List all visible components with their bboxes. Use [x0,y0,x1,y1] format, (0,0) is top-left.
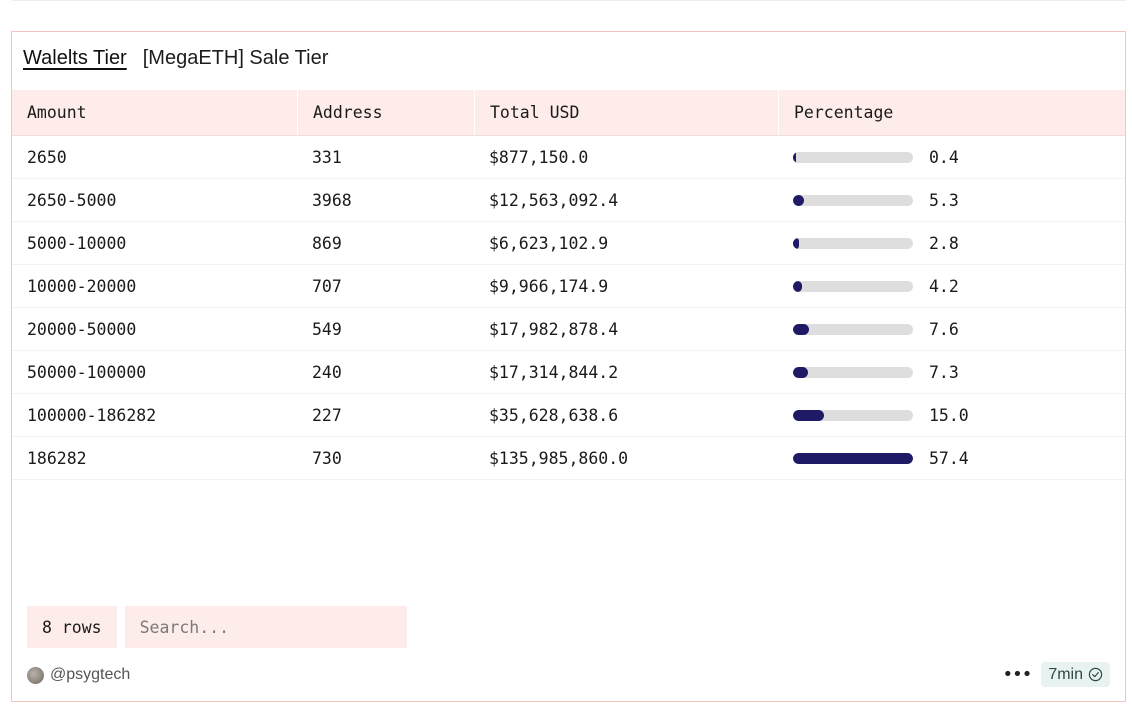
cell-total-usd: $17,314,844.2 [489,362,619,382]
column-header-percentage[interactable]: Percentage [778,90,1125,135]
percentage-value: 5.3 [929,190,959,210]
cell-amount: 2650 [27,147,67,167]
percentage-value: 4.2 [929,276,959,296]
tier-panel: Walelts Tier [MegaETH] Sale Tier Amount … [11,31,1126,702]
cell-total-usd: $35,628,638.6 [489,405,619,425]
percentage-bar [793,452,913,464]
cell-address: 869 [312,233,342,253]
row-count-badge: 8 rows [27,606,117,648]
cell-amount: 100000-186282 [27,405,157,425]
cell-total-usd: $17,982,878.4 [489,319,619,339]
percentage-bar [793,280,913,292]
cell-address: 707 [312,276,342,296]
cell-amount: 2650-5000 [27,190,117,210]
cell-amount: 20000-50000 [27,319,137,339]
cell-address: 227 [312,405,342,425]
percentage-bar-fill [793,452,913,464]
percentage-value: 2.8 [929,233,959,253]
cell-address: 730 [312,448,342,468]
search-input[interactable] [124,606,407,648]
table-row: 2650-5000 3968 $12,563,092.4 5.3 [12,179,1125,222]
cell-address: 331 [312,147,342,167]
cell-total-usd: $135,985,860.0 [489,448,629,468]
column-header-total-usd[interactable]: Total USD [474,90,778,135]
panel-header: Walelts Tier [MegaETH] Sale Tier [23,44,328,72]
percentage-bar-fill [793,194,805,206]
cell-percentage: 5.3 [778,191,1125,210]
percentage-value: 57.4 [929,448,969,468]
percentage-bar-fill [793,323,809,335]
column-header-amount[interactable]: Amount [27,103,87,122]
tier-table: Amount Address Total USD Percentage 2650… [12,90,1125,480]
check-circle-icon [1088,667,1103,682]
percentage-bar-fill [793,151,796,163]
cell-percentage: 7.6 [778,320,1125,339]
percentage-value: 7.6 [929,319,959,339]
percentage-bar-fill [793,280,802,292]
percentage-bar [793,323,913,335]
author-info[interactable]: @psygtech [27,666,130,684]
more-horizontal-icon[interactable]: ••• [1002,663,1032,685]
cell-percentage: 4.2 [778,277,1125,296]
column-header-address[interactable]: Address [297,90,474,135]
percentage-bar-fill [793,237,799,249]
table-body: 2650 331 $877,150.0 0.4 2650-5000 3968 $12,563… [12,136,1125,480]
cell-amount: 186282 [27,448,87,468]
percentage-bar [793,237,913,249]
time-label: 7min [1048,665,1083,683]
panel-meta: ••• 7min [1002,662,1110,687]
percentage-value: 7.3 [929,362,959,382]
percentage-bar [793,194,913,206]
cell-address: 549 [312,319,342,339]
cell-total-usd: $6,623,102.9 [489,233,609,253]
cell-total-usd: $12,563,092.4 [489,190,619,210]
cell-amount: 5000-10000 [27,233,127,253]
cell-percentage: 2.8 [778,234,1125,253]
author-name[interactable]: @psygtech [50,666,131,683]
cell-percentage: 7.3 [778,363,1125,382]
panel-subtitle: [MegaETH] Sale Tier [142,46,329,69]
percentage-value: 15.0 [929,405,969,425]
refresh-time-badge[interactable]: 7min [1041,662,1110,687]
percentage-value: 0.4 [929,147,959,167]
table-row: 10000-20000 707 $9,966,174.9 4.2 [12,265,1125,308]
cell-total-usd: $877,150.0 [489,147,589,167]
tab-walelts-tier[interactable]: Walelts Tier [23,46,127,69]
table-row: 100000-186282 227 $35,628,638.6 15.0 [12,394,1125,437]
percentage-bar-fill [793,366,809,378]
table-row: 50000-100000 240 $17,314,844.2 7.3 [12,351,1125,394]
cell-percentage: 0.4 [778,148,1125,167]
table-header: Amount Address Total USD Percentage [12,90,1125,136]
table-row: 2650 331 $877,150.0 0.4 [12,136,1125,179]
top-divider [12,0,1126,1]
cell-address: 240 [312,362,342,382]
table-row: 5000-10000 869 $6,623,102.9 2.8 [12,222,1125,265]
table-row: 186282 730 $135,985,860.0 57.4 [12,437,1125,480]
percentage-bar-fill [793,409,825,421]
cell-percentage: 57.4 [778,449,1125,468]
percentage-bar [793,366,913,378]
cell-percentage: 15.0 [778,406,1125,425]
cell-amount: 10000-20000 [27,276,137,296]
percentage-bar [793,151,913,163]
table-row: 20000-50000 549 $17,982,878.4 7.6 [12,308,1125,351]
table-controls: 8 rows [27,606,407,648]
cell-amount: 50000-100000 [27,362,147,382]
cell-total-usd: $9,966,174.9 [489,276,609,296]
avatar [27,666,44,684]
cell-address: 3968 [312,190,352,210]
percentage-bar [793,409,913,421]
